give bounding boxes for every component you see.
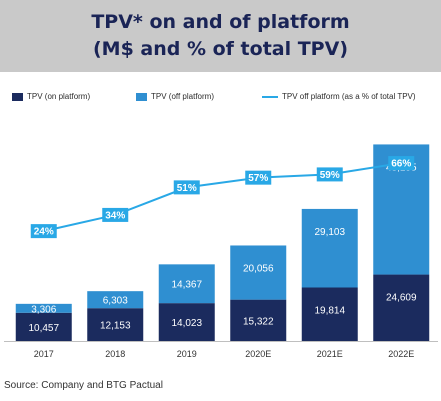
legend-label-on-platform: TPV (on platform) — [27, 92, 91, 101]
legend-swatch-off-platform — [136, 92, 147, 101]
legend-item-off-platform: TPV (off platform) — [136, 92, 214, 101]
label-on-platform-2022E: 24,609 — [386, 293, 417, 304]
pct-marker-2019 — [173, 180, 200, 195]
x-tick-label-2017: 2017 — [34, 349, 54, 359]
pct-marker-2021E — [316, 167, 343, 182]
legend-swatch-pct-line — [262, 95, 278, 98]
label-on-platform-2019: 14,023 — [171, 318, 202, 329]
label-off-platform-2018: 6,303 — [103, 296, 128, 307]
pct-marker-2022E — [388, 156, 415, 171]
stacked-bar-chart: 10,457 3,306 2017 12,153 6,303 2018 14,023 14,3… — [4, 144, 438, 359]
legend-label-off-platform: TPV (off platform) — [151, 92, 214, 101]
bar-on-platform-2019 — [158, 303, 215, 341]
pct-label-2019: 51% — [177, 183, 197, 194]
label-on-platform-2020E: 15,322 — [243, 316, 274, 327]
label-on-platform-2021E: 19,814 — [314, 306, 345, 317]
bar-off-platform-2020E — [230, 245, 287, 300]
chart-title-line1: TPV* on and of platform — [91, 11, 350, 33]
label-on-platform-2017: 10,457 — [28, 323, 59, 334]
bar-off-platform-2019 — [158, 264, 215, 304]
pct-marker-2017 — [30, 224, 57, 239]
bar-off-platform-2021E — [301, 208, 358, 288]
chart-title-line2: (M$ and % of total TPV) — [92, 38, 348, 60]
pct-label-2017: 24% — [34, 227, 54, 238]
source-note: Source: Company and BTG Pactual — [4, 380, 163, 391]
bar-on-platform-2018 — [87, 308, 144, 341]
legend-label-pct-line: TPV off platform (as a % of total TPV) — [282, 92, 416, 101]
legend-swatch-on-platform — [12, 92, 23, 101]
x-tick-label-2020E: 2020E — [245, 349, 271, 359]
bar-off-platform-2017 — [15, 303, 72, 313]
title-band: TPV* on and of platform (M$ and % of tot… — [0, 0, 441, 72]
pct-label-2018: 34% — [105, 210, 125, 221]
label-off-platform-2019: 14,367 — [171, 280, 202, 291]
bar-on-platform-2020E — [230, 299, 287, 341]
x-tick-label-2021E: 2021E — [317, 349, 343, 359]
x-tick-label-2019: 2019 — [177, 349, 197, 359]
x-tick-label-2022E: 2022E — [388, 349, 414, 359]
legend-item-pct-line: TPV off platform (as a % of total TPV) — [262, 92, 416, 101]
bar-off-platform-2018 — [87, 291, 144, 309]
pct-label-2021E: 59% — [320, 170, 340, 181]
pct-marker-2018 — [102, 207, 129, 222]
pct-marker-2020E — [245, 170, 272, 185]
label-off-platform-2021E: 29,103 — [314, 227, 345, 238]
legend: TPV (on platform) TPV (off platform) TPV… — [12, 92, 440, 106]
x-tick-label-2018: 2018 — [105, 349, 125, 359]
label-off-platform-2017: 3,306 — [31, 304, 56, 315]
bar-on-platform-2021E — [301, 287, 358, 341]
label-on-platform-2018: 12,153 — [100, 321, 131, 332]
pct-label-2022E: 66% — [391, 159, 411, 170]
legend-item-on-platform: TPV (on platform) — [12, 92, 90, 101]
bar-on-platform-2022E — [373, 274, 430, 341]
pct-label-2020E: 57% — [248, 173, 268, 184]
bar-on-platform-2017 — [15, 312, 72, 341]
label-off-platform-2020E: 20,056 — [243, 263, 274, 274]
